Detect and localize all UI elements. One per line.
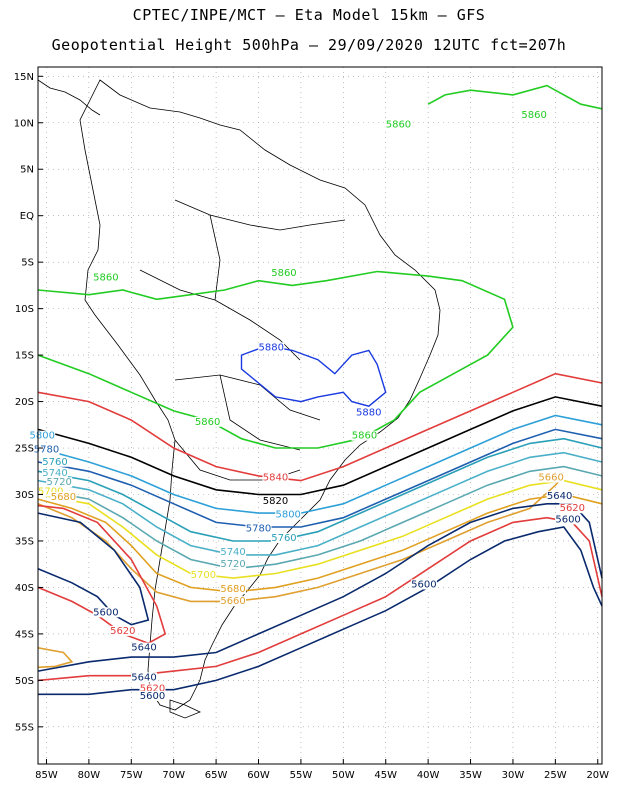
lon-tick-label: 40W	[417, 770, 440, 781]
contour-label: 5600	[411, 579, 436, 590]
lat-tick-label: 30S	[15, 490, 34, 501]
contour-label: 5760	[42, 457, 67, 468]
contour-5620-line	[37, 504, 167, 645]
lon-tick-label: 20W	[586, 770, 609, 781]
contour-label: 5660	[538, 473, 563, 484]
contour-5880	[240, 345, 387, 407]
contour-label: 5860	[521, 110, 546, 121]
lon-tick-label: 70W	[162, 770, 185, 781]
lat-tick-label: EQ	[20, 211, 34, 222]
contour-label: 5760	[271, 533, 296, 544]
contour-5700-line	[37, 479, 603, 579]
map-title-line-1: CPTEC/INPE/MCT – Eta Model 15km – GFS	[132, 6, 486, 24]
lat-tick-label: 5N	[20, 165, 34, 176]
contour-label: 5680	[51, 492, 76, 503]
lon-tick-label: 65W	[205, 770, 228, 781]
contour-5840-line	[37, 372, 603, 482]
lat-tick-label: 25S	[15, 444, 34, 455]
contour-label: 5740	[220, 547, 245, 558]
lon-tick-label: 80W	[78, 770, 101, 781]
contour-5600-line	[37, 512, 150, 626]
lon-tick-label: 60W	[247, 770, 270, 781]
lon-tick-label: 25W	[544, 770, 567, 781]
contour-5720-line	[37, 465, 603, 570]
contour-5660-line	[37, 647, 74, 669]
contour-label: 5860	[93, 273, 118, 284]
lat-tick-label: 40S	[15, 583, 34, 594]
contour-label: 5860	[386, 119, 411, 130]
contour-5740-line	[37, 451, 603, 556]
lat-tick-label: 10S	[15, 304, 34, 315]
lon-tick-label: 55W	[290, 770, 313, 781]
contour-label: 5840	[263, 473, 288, 484]
lat-tick-label: 45S	[15, 629, 34, 640]
contour-label: 5740	[42, 468, 67, 479]
coastlines-and-borders	[37, 79, 441, 719]
contour-5860-line	[427, 84, 603, 110]
contour-label: 5640	[131, 643, 156, 654]
contour-label: 5780	[34, 445, 59, 456]
contour-label: 5660	[220, 596, 245, 607]
contour-label: 5620	[140, 684, 165, 695]
lon-tick-label: 85W	[35, 770, 58, 781]
contour-label: 5820	[263, 496, 288, 507]
contour-label: 5860	[352, 431, 377, 442]
lon-tick-label: 75W	[120, 770, 143, 781]
contour-label: 5620	[110, 626, 135, 637]
contour-label: 5780	[246, 524, 271, 535]
lat-tick-label: 55S	[15, 722, 34, 733]
lat-tick-label: 15N	[14, 72, 34, 83]
contour-5780-line	[37, 428, 603, 528]
contour-label: 5680	[220, 584, 245, 595]
lat-tick-label: 15S	[15, 351, 34, 362]
contour-label: 5600	[93, 607, 118, 618]
country-borders	[139, 199, 346, 481]
height-contours	[37, 84, 603, 696]
contour-label: 5860	[195, 417, 220, 428]
contour-label: 5800	[30, 431, 55, 442]
lat-tick-label: 20S	[15, 397, 34, 408]
contour-label: 5860	[271, 268, 296, 279]
contour-label: 5600	[140, 691, 165, 702]
contour-5800-line	[37, 414, 603, 514]
contour-label: 5600	[555, 514, 580, 525]
contour-5600-line	[38, 526, 603, 696]
lon-tick-label: 35W	[459, 770, 482, 781]
lon-tick-label: 50W	[332, 770, 355, 781]
contour-5760-line	[37, 437, 603, 542]
contour-5880-line	[240, 345, 387, 407]
contour-label: 5880	[259, 342, 284, 353]
contour-labels: 5860 5860 5860 5860 5880 5880 5860 5860 5840 5820…	[29, 110, 586, 702]
contour-label: 5700	[38, 486, 63, 497]
contour-label: 5720	[46, 477, 71, 488]
lat-tick-label: 10N	[14, 118, 34, 129]
contour-5660-line	[37, 475, 565, 603]
contour-label: 5700	[191, 570, 216, 581]
contour-label: 5620	[560, 503, 585, 514]
contour-5620-line	[37, 516, 603, 682]
lon-tick-label: 45W	[374, 770, 397, 781]
lon-tick-label: 30W	[502, 770, 525, 781]
lat-tick-label: 35S	[15, 536, 34, 547]
lat-tick-label: 50S	[15, 676, 34, 687]
map-title-line-2: Geopotential Height 500hPa – 29/09/2020 …	[51, 36, 567, 54]
contour-5860-line	[37, 270, 514, 449]
contour-5820-line	[37, 396, 603, 496]
contour-label: 5720	[220, 559, 245, 570]
central-america-outline	[37, 79, 101, 116]
south-america-outline	[79, 79, 441, 711]
contour-label: 5640	[547, 491, 572, 502]
contour-label: 5800	[275, 510, 300, 521]
contour-5680-line	[37, 493, 603, 593]
map-frame	[37, 66, 603, 765]
lat-tick-label: 5S	[21, 258, 34, 269]
tierra-del-fuego	[169, 699, 202, 719]
axis-ticks: 15N10N5NEQ5S10S15S20S25S30S35S40S45S50S5…	[14, 72, 609, 781]
contour-label: 5640	[131, 672, 156, 683]
contour-label: 5880	[356, 408, 381, 419]
